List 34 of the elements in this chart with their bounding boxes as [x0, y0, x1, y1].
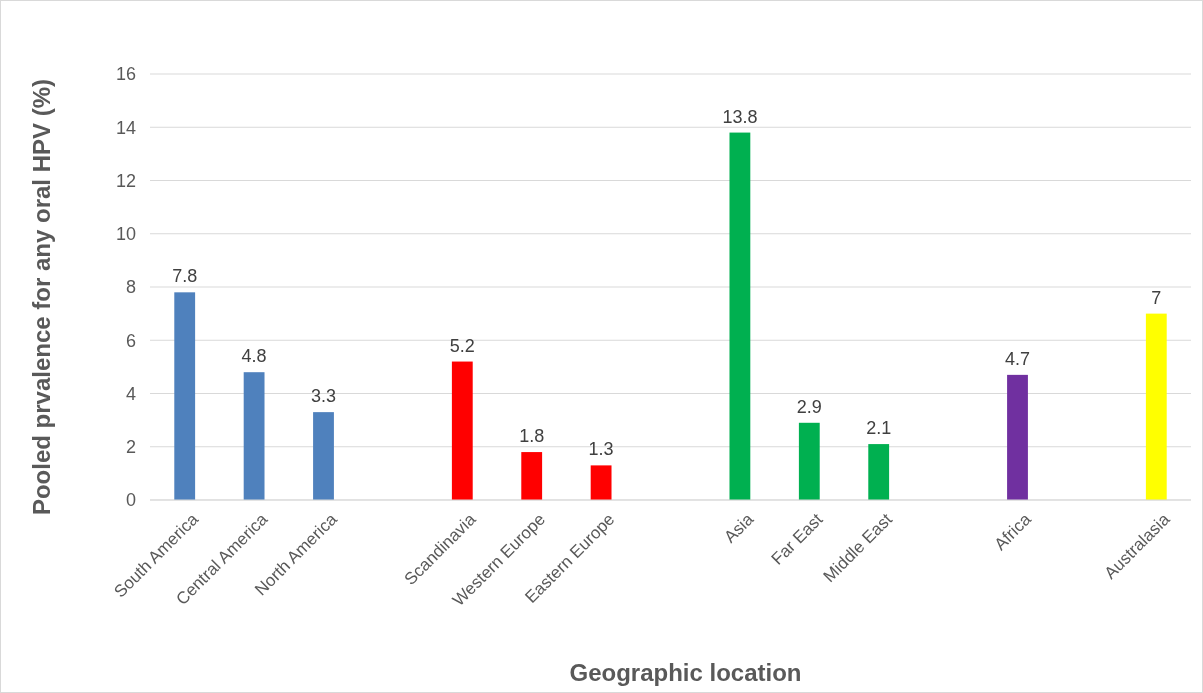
y-tick-label: 10 [115, 224, 136, 245]
bar [1007, 374, 1028, 500]
y-tick-label: 8 [125, 277, 136, 298]
y-tick-label: 2 [125, 437, 136, 458]
data-label: 3.3 [310, 386, 337, 407]
data-label: 7 [1151, 287, 1162, 308]
data-label: 13.8 [722, 106, 758, 127]
y-tick-label: 0 [125, 490, 136, 511]
data-label: 1.3 [588, 439, 614, 460]
y-tick-label: 14 [115, 117, 136, 138]
bar [313, 412, 334, 500]
data-label: 2.1 [866, 418, 892, 439]
bar [868, 444, 890, 500]
bar [1145, 313, 1167, 500]
y-tick-label: 6 [125, 330, 136, 351]
data-label: 1.8 [519, 426, 545, 447]
x-tick-label: Asia [720, 509, 758, 547]
y-tick-label: 4 [125, 383, 136, 404]
data-label: 4.8 [241, 346, 267, 367]
bar [798, 422, 820, 500]
bar [243, 372, 265, 500]
data-label: 4.7 [1004, 348, 1031, 369]
bar [521, 452, 543, 500]
bar [174, 292, 196, 500]
bar [451, 361, 473, 500]
data-label: 5.2 [449, 335, 475, 356]
y-axis-title: Pooled prvalence for any oral HPV (%) [28, 78, 55, 516]
x-axis-title: Geographic location [569, 659, 802, 686]
y-tick-label: 16 [115, 64, 136, 85]
data-label: 2.9 [796, 396, 822, 417]
y-tick-label: 12 [115, 170, 136, 191]
bar [729, 132, 751, 500]
bar [590, 465, 612, 500]
data-label: 7.8 [172, 266, 198, 287]
